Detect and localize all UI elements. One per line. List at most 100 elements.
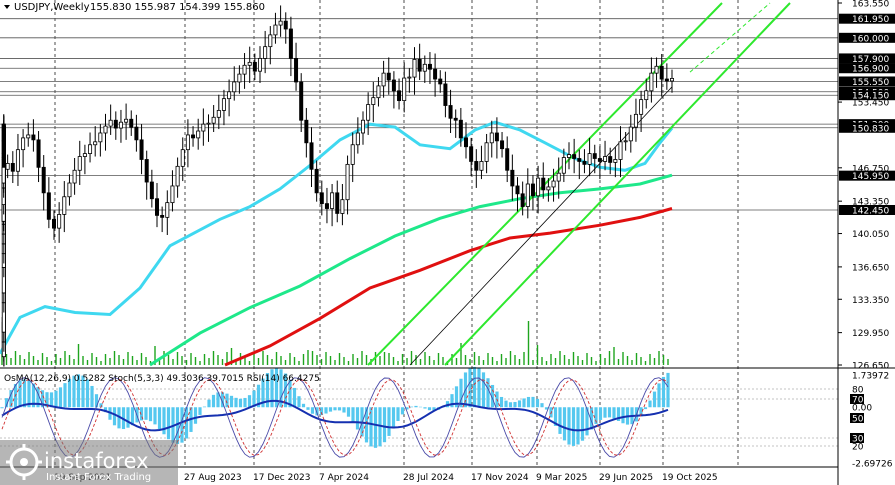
osma-bar: [378, 407, 382, 447]
osma-bar: [40, 390, 45, 408]
candle-body: [556, 172, 561, 182]
osma-bar: [364, 407, 369, 443]
osma-bar: [544, 407, 549, 410]
candle-body: [216, 110, 221, 118]
price-tick-label: 126.650: [852, 362, 889, 372]
candle-body: [154, 198, 159, 216]
osma-bar: [252, 390, 256, 408]
price-tick-label: 153.450: [852, 99, 889, 109]
candle-body: [479, 161, 484, 171]
osma-bar: [567, 407, 571, 445]
volume-bars: [1, 321, 669, 365]
candle-body: [633, 113, 638, 128]
osma-bar: [85, 379, 90, 408]
candle-body: [515, 185, 520, 195]
candle-body: [510, 169, 515, 187]
osma-bar: [526, 396, 531, 408]
time-tick-label: 28 Jul 2024: [403, 473, 454, 483]
price-level-tag: [839, 13, 895, 24]
osma-bar: [49, 392, 54, 408]
watermark-brand: instaforex: [44, 449, 149, 473]
candle-body: [608, 156, 613, 163]
osc-tick-label: 70: [852, 396, 864, 406]
ema-144-line: [149, 173, 673, 367]
osma-bar: [427, 407, 432, 411]
osma-bar: [76, 374, 81, 408]
osma-bar: [225, 393, 229, 408]
candle-body: [36, 139, 41, 168]
candle-body: [46, 192, 51, 220]
time-tick-label: 29 Jun 2025: [599, 473, 653, 483]
osma-bar: [9, 390, 13, 408]
osma-bar: [468, 368, 472, 408]
osma-bar: [607, 407, 612, 418]
candle-body: [530, 183, 535, 197]
candle-body: [118, 121, 123, 129]
osma-bar: [657, 383, 661, 408]
osma-bar: [256, 384, 261, 408]
candle-body: [170, 185, 175, 204]
osma-bar: [639, 407, 643, 417]
price-tick-label: 143.350: [852, 198, 889, 208]
candle-body: [546, 186, 551, 191]
channel-projection-line: [689, 2, 771, 73]
candle-body: [664, 78, 669, 82]
osma-bar: [297, 396, 301, 408]
candle-body: [355, 132, 360, 146]
osma-bar: [90, 385, 94, 408]
osma-bar: [58, 387, 63, 408]
osma-bar: [652, 391, 657, 408]
osma-bar: [63, 383, 67, 408]
candle-body: [180, 149, 185, 167]
candle-body: [577, 158, 582, 162]
osma-bar: [130, 407, 135, 426]
candle-body: [397, 90, 402, 102]
osma-bar: [396, 407, 400, 422]
candle-body: [201, 123, 206, 132]
time-tick-label: 7 Apr 2024: [319, 473, 369, 483]
osma-bar: [162, 407, 166, 435]
osma-bar: [337, 407, 342, 411]
candle-body: [211, 116, 216, 124]
osma-bar: [643, 407, 648, 410]
candle-body: [247, 61, 252, 66]
osma-bar: [283, 373, 288, 408]
channel-lower-line: [444, 2, 791, 366]
osma-bar: [306, 407, 310, 410]
osma-bar: [193, 407, 198, 424]
candles: [1, 5, 675, 367]
candle-body: [268, 34, 273, 48]
osma-bar: [648, 400, 652, 408]
osma-bar: [369, 407, 373, 447]
candle-body: [160, 214, 165, 218]
watermark: instaforex Instant Forex Trading: [0, 440, 178, 485]
candle-body: [124, 118, 129, 123]
candle-body: [1, 166, 6, 184]
osma-bar: [54, 390, 58, 408]
osma-bar: [513, 401, 517, 408]
candle-body: [603, 156, 608, 162]
osma-bar: [315, 407, 319, 416]
osma-bar: [517, 400, 522, 408]
osma-bar: [351, 407, 355, 423]
osma-bar: [72, 375, 76, 408]
candle-body: [26, 134, 31, 139]
ohlc-values: 155.830 155.987 154.399 155.860: [90, 2, 265, 13]
candle-body: [93, 141, 98, 146]
price-tick-label: 146.750: [852, 164, 889, 174]
osma-bar: [621, 407, 625, 424]
candle-body: [129, 118, 134, 128]
osma-bar: [666, 372, 670, 408]
osma-bar: [531, 396, 535, 408]
candle-body: [314, 168, 319, 194]
osma-bar: [198, 407, 202, 415]
candle-body: [427, 63, 432, 70]
osma-bar: [616, 407, 621, 421]
candle-body: [165, 202, 170, 218]
dropdown-arrow-icon[interactable]: [4, 5, 10, 9]
candle-body: [10, 162, 15, 172]
candle-body: [412, 59, 417, 78]
osma-bar: [508, 402, 513, 408]
candle-body: [618, 141, 623, 160]
price-level-tag: [839, 122, 895, 133]
